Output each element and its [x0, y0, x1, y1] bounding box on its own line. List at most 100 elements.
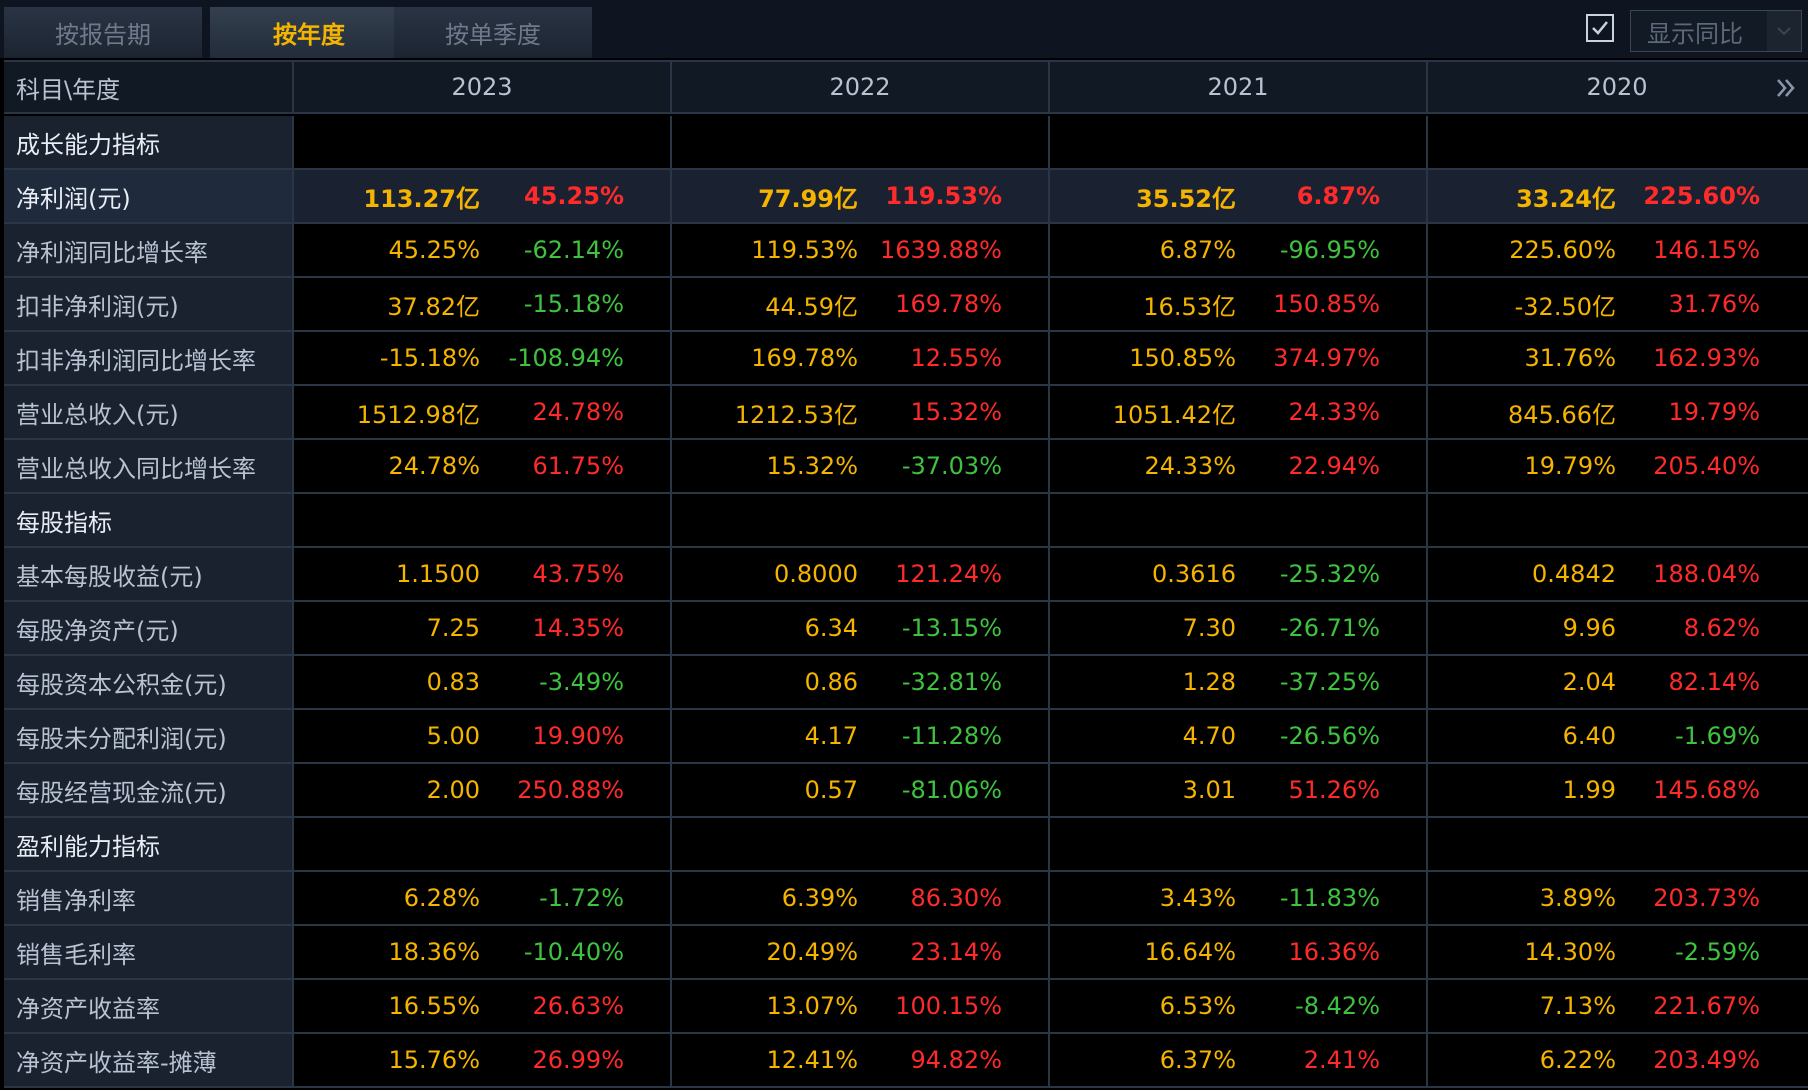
table-row[interactable]: 销售净利率 6.28% -1.72% 6.39% 86.30% 3.43% -11.83% 3…	[4, 872, 1808, 926]
value-cell-2023: 5.00 19.90%	[294, 710, 672, 762]
yoy-change: 100.15%	[895, 992, 1002, 1020]
tab-by-report-period[interactable]: 按报告期	[4, 7, 202, 58]
metric-value: 6.22%	[1539, 1046, 1616, 1074]
metric-value: 3.89%	[1539, 884, 1616, 912]
metric-value: 1.1500	[396, 560, 480, 588]
value-cell-2022: 0.8000 121.24%	[672, 548, 1050, 600]
value-cell-2020: 1.99 145.68%	[1428, 764, 1806, 816]
metric-value: 6.34	[804, 614, 858, 642]
yoy-change: 45.25%	[524, 182, 624, 210]
yoy-change: -11.83%	[1279, 884, 1380, 912]
table-row[interactable]: 扣非净利润同比增长率 -15.18% -108.94% 169.78% 12.55% 15…	[4, 332, 1808, 386]
value-cell-2021	[1050, 116, 1428, 168]
show-yoy-dropdown[interactable]: 显示同比	[1630, 10, 1802, 52]
table-row[interactable]: 扣非净利润(元) 37.82亿 -15.18% 44.59亿 169.78% 16.53亿…	[4, 278, 1808, 332]
section-row[interactable]: 成长能力指标	[4, 116, 1808, 170]
yoy-change: 162.93%	[1653, 344, 1760, 372]
value-cell-2020: 6.40 -1.69%	[1428, 710, 1806, 762]
table-row[interactable]: 销售毛利率 18.36% -10.40% 20.49% 23.14% 16.64% 16.3…	[4, 926, 1808, 980]
header-label-cell: 科目\年度	[4, 62, 294, 112]
value-cell-2022: 119.53% 1639.88%	[672, 224, 1050, 276]
table-row[interactable]: 每股资本公积金(元) 0.83 -3.49% 0.86 -32.81% 1.28 -37.2…	[4, 656, 1808, 710]
table-row[interactable]: 每股净资产(元) 7.25 14.35% 6.34 -13.15% 7.30 -26.71%…	[4, 602, 1808, 656]
value-cell-2021: 6.37% 2.41%	[1050, 1034, 1428, 1086]
yoy-change: -108.94%	[508, 344, 624, 372]
metric-value: 19.79%	[1524, 452, 1616, 480]
section-title: 成长能力指标	[4, 116, 294, 168]
table-header-row: 科目\年度 2023 2022 2021 2020	[4, 60, 1808, 114]
yoy-change: 250.88%	[517, 776, 624, 804]
value-cell-2021: 24.33% 22.94%	[1050, 440, 1428, 492]
value-cell-2020: 31.76% 162.93%	[1428, 332, 1806, 384]
table-row[interactable]: 净利润同比增长率 45.25% -62.14% 119.53% 1639.88% 6.87…	[4, 224, 1808, 278]
year-header-2020[interactable]: 2020	[1428, 62, 1806, 112]
tab-by-year[interactable]: 按年度	[210, 7, 408, 58]
metric-value: 1212.53亿	[734, 400, 858, 429]
metric-value: 44.59亿	[765, 292, 858, 321]
value-cell-2022: 4.17 -11.28%	[672, 710, 1050, 762]
value-cell-2020: 19.79% 205.40%	[1428, 440, 1806, 492]
metric-value: 15.32%	[766, 452, 858, 480]
year-header-2023[interactable]: 2023	[294, 62, 672, 112]
tab-by-single-quarter[interactable]: 按单季度	[394, 7, 592, 58]
section-row[interactable]: 每股指标	[4, 494, 1808, 548]
yoy-change: -1.69%	[1675, 722, 1760, 750]
value-cell-2020: 6.22% 203.49%	[1428, 1034, 1806, 1086]
yoy-change: -37.03%	[901, 452, 1002, 480]
row-label: 销售净利率	[4, 872, 294, 924]
table-row[interactable]: 净利润(元) 113.27亿 45.25% 77.99亿 119.53% 35.52亿 6.…	[4, 170, 1808, 224]
yoy-change: 15.32%	[910, 398, 1002, 426]
value-cell-2022: 15.32% -37.03%	[672, 440, 1050, 492]
value-cell-2022: 77.99亿 119.53%	[672, 170, 1050, 222]
table-row[interactable]: 营业总收入(元) 1512.98亿 24.78% 1212.53亿 15.32% 1051…	[4, 386, 1808, 440]
table-row[interactable]: 营业总收入同比增长率 24.78% 61.75% 15.32% -37.03% 24.33…	[4, 440, 1808, 494]
value-cell-2020: 7.13% 221.67%	[1428, 980, 1806, 1032]
yoy-change: -37.25%	[1279, 668, 1380, 696]
value-cell-2020	[1428, 494, 1806, 546]
yoy-change: 12.55%	[910, 344, 1002, 372]
year-header-2021[interactable]: 2021	[1050, 62, 1428, 112]
yoy-change: -15.18%	[523, 290, 624, 318]
value-cell-2021: 16.53亿 150.85%	[1050, 278, 1428, 330]
metric-value: 4.17	[804, 722, 858, 750]
yoy-change: 221.67%	[1653, 992, 1760, 1020]
yoy-change: -13.15%	[901, 614, 1002, 642]
metric-value: 7.25	[426, 614, 480, 642]
yoy-change: 6.87%	[1296, 182, 1380, 210]
value-cell-2020: 225.60% 146.15%	[1428, 224, 1806, 276]
value-cell-2021: 1051.42亿 24.33%	[1050, 386, 1428, 438]
metric-value: 13.07%	[766, 992, 858, 1020]
chevron-down-icon[interactable]	[1767, 11, 1801, 51]
metric-value: 0.86	[804, 668, 858, 696]
table-row[interactable]: 基本每股收益(元) 1.1500 43.75% 0.8000 121.24% 0.3616…	[4, 548, 1808, 602]
table-row[interactable]: 净资产收益率-摊薄 15.76% 26.99% 12.41% 94.82% 6.37% 2.…	[4, 1034, 1808, 1088]
value-cell-2023: 6.28% -1.72%	[294, 872, 672, 924]
yoy-change: 19.90%	[532, 722, 624, 750]
yoy-change: -8.42%	[1295, 992, 1380, 1020]
value-cell-2020: 2.04 82.14%	[1428, 656, 1806, 708]
yoy-change: -10.40%	[523, 938, 624, 966]
double-chevron-right-icon[interactable]	[1772, 74, 1800, 102]
metric-value: 2.04	[1562, 668, 1616, 696]
yoy-change: 24.33%	[1288, 398, 1380, 426]
section-row[interactable]: 盈利能力指标	[4, 818, 1808, 872]
yoy-change: -11.28%	[901, 722, 1002, 750]
yoy-change: 43.75%	[532, 560, 624, 588]
year-header-2022[interactable]: 2022	[672, 62, 1050, 112]
show-yoy-checkbox[interactable]	[1586, 14, 1614, 42]
value-cell-2023	[294, 116, 672, 168]
value-cell-2022	[672, 818, 1050, 870]
row-label: 净资产收益率	[4, 980, 294, 1032]
table-row[interactable]: 每股经营现金流(元) 2.00 250.88% 0.57 -81.06% 3.01 51.2…	[4, 764, 1808, 818]
yoy-change: 374.97%	[1273, 344, 1380, 372]
value-cell-2022	[672, 116, 1050, 168]
value-cell-2022: 169.78% 12.55%	[672, 332, 1050, 384]
yoy-change: 94.82%	[910, 1046, 1002, 1074]
metric-value: 5.00	[426, 722, 480, 750]
table-row[interactable]: 净资产收益率 16.55% 26.63% 13.07% 100.15% 6.53% -8.4…	[4, 980, 1808, 1034]
table-row[interactable]: 每股未分配利润(元) 5.00 19.90% 4.17 -11.28% 4.70 -26.5…	[4, 710, 1808, 764]
yoy-change: 121.24%	[895, 560, 1002, 588]
metric-value: 6.40	[1562, 722, 1616, 750]
yoy-change: 203.49%	[1653, 1046, 1760, 1074]
yoy-change: 24.78%	[532, 398, 624, 426]
